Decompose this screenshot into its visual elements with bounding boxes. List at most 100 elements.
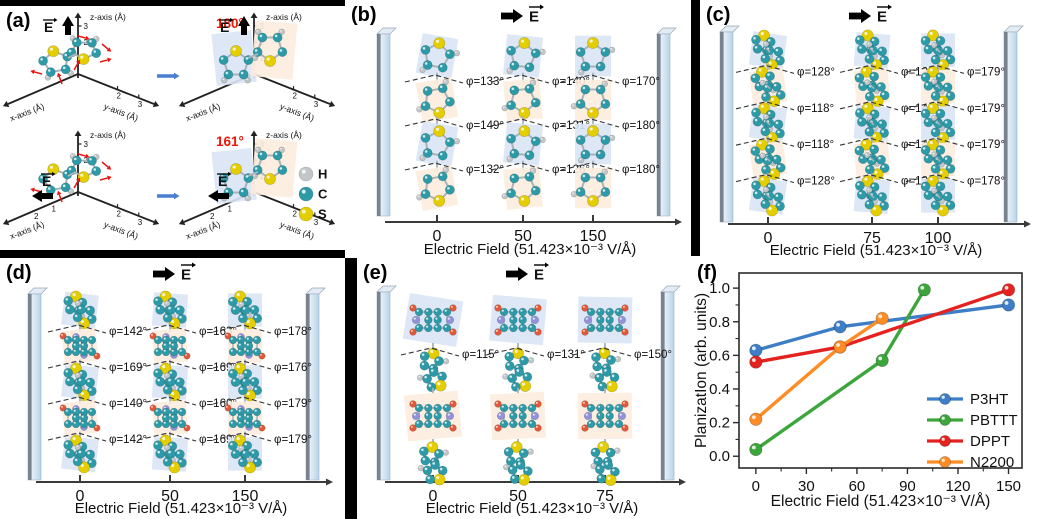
- thiophene-ring: [416, 78, 455, 119]
- y-axis-label: y-axis (Å): [279, 101, 316, 123]
- dihedral-angle-label: φ=178°: [274, 326, 312, 338]
- x-tick-label: 75: [596, 488, 614, 505]
- fused-ring-unit: [409, 304, 457, 336]
- molecule-column: [402, 293, 464, 486]
- thiophene-ring: [418, 441, 450, 468]
- field-arrow-label: E: [534, 267, 544, 284]
- thiophene-ring: [506, 125, 546, 163]
- dihedral-junction-line: [572, 347, 632, 357]
- atom-legend-item: C: [298, 187, 328, 202]
- z-tick-label: 3: [84, 140, 89, 149]
- field-direction-arrow: E: [501, 4, 544, 26]
- dihedral-angle-label: φ=180°: [622, 120, 660, 132]
- dihedral-junction-line: [560, 74, 620, 84]
- force-arrow: [101, 43, 112, 52]
- panel-b-label: (b): [351, 4, 377, 26]
- series-line-PBTTT: [754, 288, 926, 451]
- data-point-P3HT: [833, 320, 847, 334]
- x-tick-label: 150: [232, 488, 259, 505]
- force-arrow: [30, 69, 43, 75]
- z-axis-label: z-axis (Å): [266, 130, 302, 140]
- field-direction-arrow: E: [506, 262, 549, 284]
- fused-ring-unit: [581, 400, 629, 432]
- panel-c: (c) E 0 φ=128° φ=118° φ=118° φ=128° 75 φ=125° φ=…: [700, 0, 1039, 258]
- dihedral-junction-line: [905, 101, 965, 111]
- thiophene-ring: [590, 460, 620, 487]
- dihedral-junction-line: [137, 396, 197, 406]
- panel-divider-de: [345, 258, 357, 519]
- legend-atom-label: S: [318, 207, 327, 222]
- legend-label: PBTTT: [970, 412, 1018, 429]
- data-point-P3HT: [1001, 298, 1016, 312]
- dihedral-junction-line: [735, 137, 795, 147]
- z-axis-label: z-axis (Å): [90, 130, 126, 140]
- dihedral-angle-label: φ=179°: [274, 398, 312, 410]
- thiophene-ring: [501, 167, 541, 207]
- field-arrow-label: E: [42, 173, 51, 189]
- y-axis-label: PlanizatIon (arb. units): [693, 293, 710, 448]
- dihedral-junction-line: [404, 118, 464, 128]
- panel-b-canvas: E0φ=133°φ=149°φ=132°50φ=140°φ=131°φ=126°…: [376, 4, 682, 258]
- molecule-column: [224, 290, 266, 474]
- x-tick-label: 0: [76, 488, 85, 505]
- dihedral-junction-line: [490, 118, 550, 128]
- conjugation-plane: [489, 391, 547, 441]
- dihedral-angle-label: φ=131°: [547, 349, 585, 361]
- panel-d-label: (d): [6, 262, 32, 284]
- x-tick-label: 75: [863, 230, 881, 247]
- electrode: [305, 287, 326, 481]
- x-tick-label: 60: [849, 478, 866, 495]
- dihedral-junction-line: [47, 396, 107, 406]
- thiophene-ring: [930, 42, 956, 71]
- x-tick-label: 1: [228, 205, 233, 214]
- molecule-column: [920, 29, 956, 217]
- panel-a-canvas: 123z-axis (Å)23y-axis (Å)x-axis (Å)E123z…: [2, 12, 336, 241]
- force-arrow: [77, 35, 90, 41]
- thiophene-ring: [237, 301, 263, 330]
- thiophene-ring: [419, 37, 461, 74]
- thiophene-ring: [864, 79, 890, 108]
- electrode: [376, 27, 397, 217]
- fused-ring-unit: [581, 304, 629, 336]
- force-arrow: [73, 177, 81, 189]
- fused-ring-unit: [409, 400, 457, 432]
- dihedral-angle-label: φ=169°: [199, 362, 237, 374]
- conjugation-plane: [61, 327, 99, 365]
- thiophene-ring: [416, 166, 455, 207]
- legend-label: P3HT: [970, 391, 1008, 408]
- force-arrow: [99, 175, 112, 181]
- panel-c-label: (c): [706, 4, 731, 26]
- molecule-column: [489, 294, 547, 486]
- panel-e-label: (e): [363, 262, 388, 284]
- panel-divider-horizontal: [0, 250, 345, 258]
- thiophene-ring: [252, 146, 288, 185]
- panel-c-canvas: E0φ=128°φ=118°φ=118°φ=128°75φ=125°φ=141°…: [719, 4, 1031, 258]
- dihedral-junction-line: [839, 174, 899, 184]
- field-up-arrow: [62, 16, 74, 26]
- y-tick-label: 3: [314, 100, 319, 109]
- dihedral-junction-line: [905, 137, 965, 147]
- panel-a-label: (a): [6, 10, 31, 32]
- y-tick-label: 0.2: [709, 415, 730, 432]
- conjugation-plane: [151, 328, 189, 364]
- molecule-column: [853, 29, 891, 217]
- dihedral-junction-line: [839, 64, 899, 74]
- force-arrow: [101, 161, 112, 170]
- thiophene-ring: [72, 372, 97, 402]
- thiophene-ring: [570, 80, 611, 119]
- thiophene-ring: [570, 168, 611, 207]
- atom-legend-item: S: [298, 207, 327, 222]
- panel-a-top-border: [0, 0, 345, 6]
- x-axis-label: x-axis (Å): [184, 219, 221, 241]
- fused-ring-unit: [224, 404, 266, 432]
- thiophene-ring: [417, 460, 448, 486]
- x-axis-label: Electric Field (51.423×10⁻³ V/Å): [771, 493, 991, 510]
- y-axis-label: y-axis (Å): [103, 101, 140, 123]
- fused-ring-unit: [494, 400, 542, 432]
- y-tick-label: 3: [314, 218, 319, 227]
- y-axis-label: y-axis (Å): [103, 219, 140, 241]
- x-tick-label: 0: [764, 230, 773, 247]
- thiophene-ring: [503, 441, 534, 467]
- electrode: [719, 25, 740, 223]
- y-tick-label: 3: [138, 100, 143, 109]
